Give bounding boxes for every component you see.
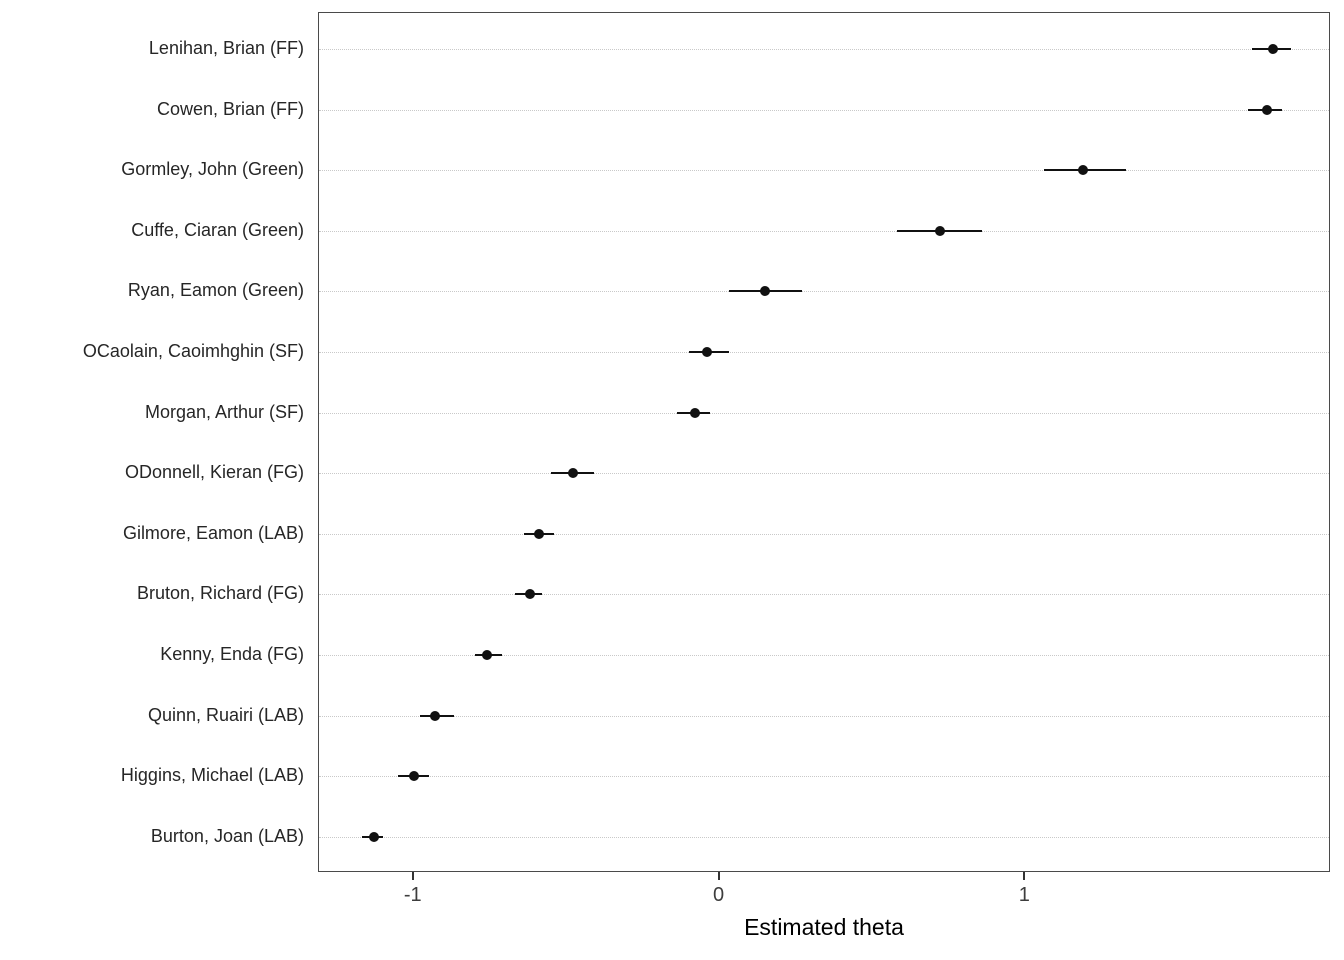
y-axis-label: Ryan, Eamon (Green) [127, 280, 304, 301]
point-estimate [934, 225, 945, 236]
gridline [319, 715, 1329, 717]
y-axis-label: Morgan, Arthur (SF) [144, 401, 304, 422]
gridline [319, 412, 1329, 414]
point-estimate [1261, 104, 1272, 115]
x-tick-mark [1023, 872, 1026, 880]
point-estimate [482, 650, 493, 660]
gridline [319, 776, 1329, 778]
y-axis-label: Cuffe, Ciaran (Green) [131, 219, 304, 240]
point-estimate [690, 407, 701, 418]
gridline [319, 352, 1329, 353]
gridline [319, 473, 1329, 475]
y-axis-label: Quinn, Ruairi (LAB) [147, 704, 304, 725]
point-estimate [408, 771, 419, 782]
point-estimate [369, 831, 380, 842]
x-tick-label: -1 [403, 884, 422, 906]
y-axis-label: Gormley, John (Green) [121, 159, 304, 180]
y-axis-label: Higgins, Michael (LAB) [120, 765, 304, 786]
point-estimate [524, 589, 535, 600]
y-axis-label: Bruton, Richard (FG) [136, 583, 304, 604]
y-axis-label: Cowen, Brian (FF) [156, 98, 304, 119]
x-tick-label: 0 [712, 884, 725, 906]
point-estimate [760, 286, 771, 297]
y-axis-label: Kenny, Enda (FG) [160, 644, 304, 664]
point-estimate [1267, 44, 1278, 54]
point-estimate [567, 468, 578, 479]
x-tick-mark [411, 872, 414, 880]
gridline [319, 533, 1329, 535]
y-axis-label: ODonnell, Kieran (FG) [124, 462, 304, 483]
y-axis-label: Gilmore, Eamon (LAB) [122, 522, 304, 543]
gridline [319, 109, 1329, 111]
x-axis-title: Estimated theta [744, 914, 904, 940]
y-axis-label: OCaolain, Caoimhghin (SF) [82, 341, 304, 361]
x-tick-mark [717, 872, 720, 880]
y-axis-label: Lenihan, Brian (FF) [148, 38, 304, 58]
x-tick-label: 1 [1018, 884, 1030, 906]
point-estimate [534, 528, 545, 539]
gridline [319, 594, 1329, 596]
point-estimate [702, 347, 713, 357]
gridline [319, 170, 1329, 172]
plot-panel [318, 12, 1330, 872]
gridline [319, 655, 1329, 656]
gridline [319, 291, 1329, 293]
point-estimate [1078, 165, 1089, 176]
gridline [319, 230, 1329, 232]
point-estimate [430, 710, 441, 721]
y-axis-label: Burton, Joan (LAB) [150, 825, 304, 846]
gridline [319, 836, 1329, 838]
gridline [319, 49, 1329, 50]
